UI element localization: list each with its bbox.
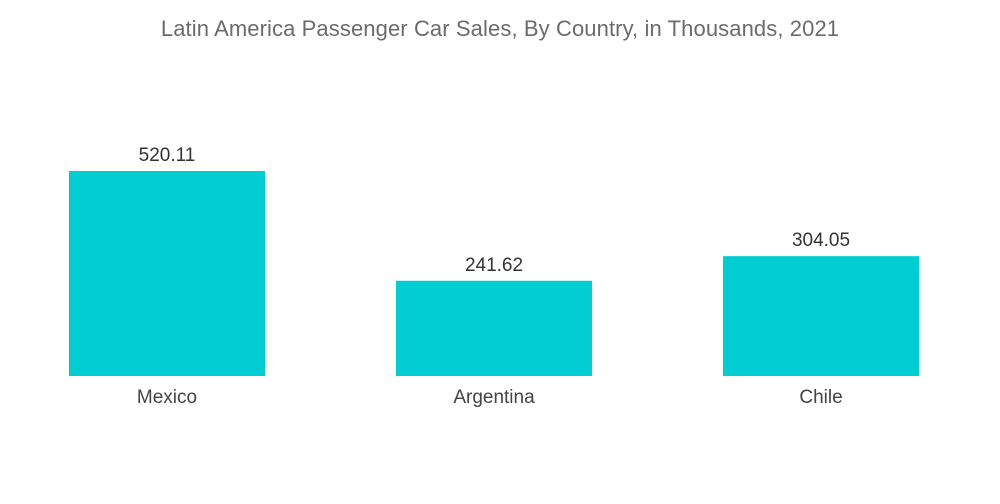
bars-layer — [69, 171, 919, 376]
category-label-argentina: Argentina — [453, 387, 535, 408]
value-label-chile: 304.05 — [792, 230, 850, 251]
bar-argentina — [396, 280, 592, 376]
category-label-mexico: Mexico — [137, 387, 197, 408]
bar-chile — [723, 256, 919, 376]
category-labels-layer: Mexico Argentina Chile — [137, 387, 843, 408]
category-label-chile: Chile — [799, 387, 842, 408]
value-labels-layer: 520.11 241.62 304.05 — [139, 145, 850, 276]
value-label-argentina: 241.62 — [465, 255, 523, 276]
bar-mexico — [69, 171, 265, 376]
value-label-mexico: 520.11 — [139, 145, 196, 166]
chart-title: Latin America Passenger Car Sales, By Co… — [160, 16, 840, 41]
